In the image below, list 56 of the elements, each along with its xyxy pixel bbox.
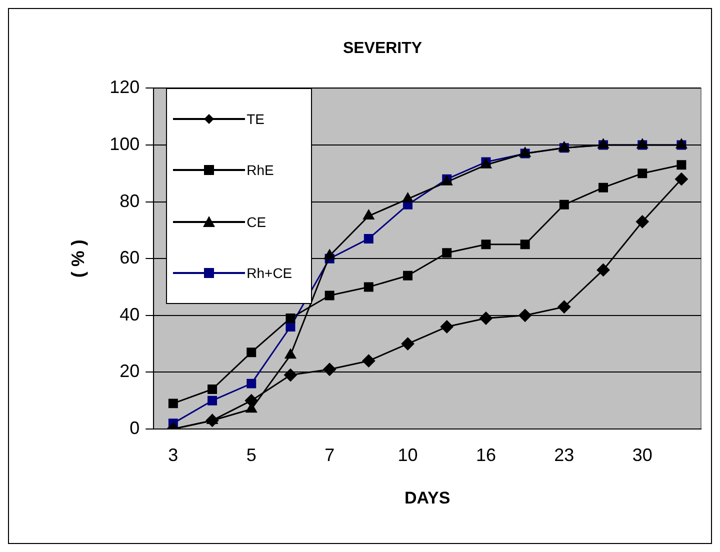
point	[168, 398, 178, 408]
legend-label: RhE	[246, 162, 274, 178]
point	[324, 249, 336, 260]
point	[401, 337, 414, 350]
point	[559, 200, 569, 210]
point	[636, 215, 649, 228]
legend-label: CE	[246, 214, 266, 230]
legend-label: TE	[246, 110, 265, 127]
point	[362, 354, 376, 368]
point	[208, 384, 218, 394]
x-tick-label: 3	[168, 444, 178, 465]
point	[520, 240, 530, 250]
y-axis-title: ( % )	[68, 240, 88, 278]
point	[362, 210, 374, 220]
x-tick-label: 7	[324, 444, 335, 465]
point	[208, 396, 218, 406]
point	[558, 300, 571, 314]
legend-label: Rh+CE	[246, 265, 292, 282]
y-tick-label: 20	[120, 361, 140, 382]
point	[244, 394, 258, 408]
point	[596, 263, 610, 276]
point	[206, 414, 219, 427]
x-tick-label: 30	[632, 444, 652, 465]
point	[246, 348, 256, 358]
y-tick-label: 0	[130, 418, 140, 438]
point	[479, 312, 492, 325]
point	[638, 168, 648, 178]
point	[676, 160, 686, 170]
y-tick-label: 100	[110, 134, 140, 154]
point	[403, 270, 413, 280]
point	[598, 182, 608, 192]
x-tick-label: 16	[476, 444, 496, 465]
point	[674, 172, 688, 186]
y-tick-label: 60	[120, 248, 140, 268]
x-tick-label: 5	[246, 444, 256, 465]
point	[286, 314, 296, 323]
point	[324, 290, 334, 300]
point	[364, 282, 374, 292]
point	[440, 320, 454, 334]
x-tick-label: 23	[554, 444, 574, 465]
point	[402, 192, 414, 202]
point	[284, 348, 296, 359]
x-axis-title: DAYS	[404, 488, 450, 508]
point	[246, 378, 256, 388]
point	[442, 248, 452, 258]
y-tick-label: 40	[120, 304, 140, 324]
point	[323, 362, 336, 376]
point	[518, 308, 532, 322]
point	[481, 240, 491, 250]
y-tick-label: 80	[120, 190, 140, 211]
chart-title: SEVERITY	[342, 40, 422, 58]
x-tick-label: 10	[398, 444, 418, 465]
point	[364, 234, 374, 244]
point	[286, 322, 296, 332]
point	[284, 368, 297, 382]
y-tick-label: 120	[110, 77, 140, 98]
